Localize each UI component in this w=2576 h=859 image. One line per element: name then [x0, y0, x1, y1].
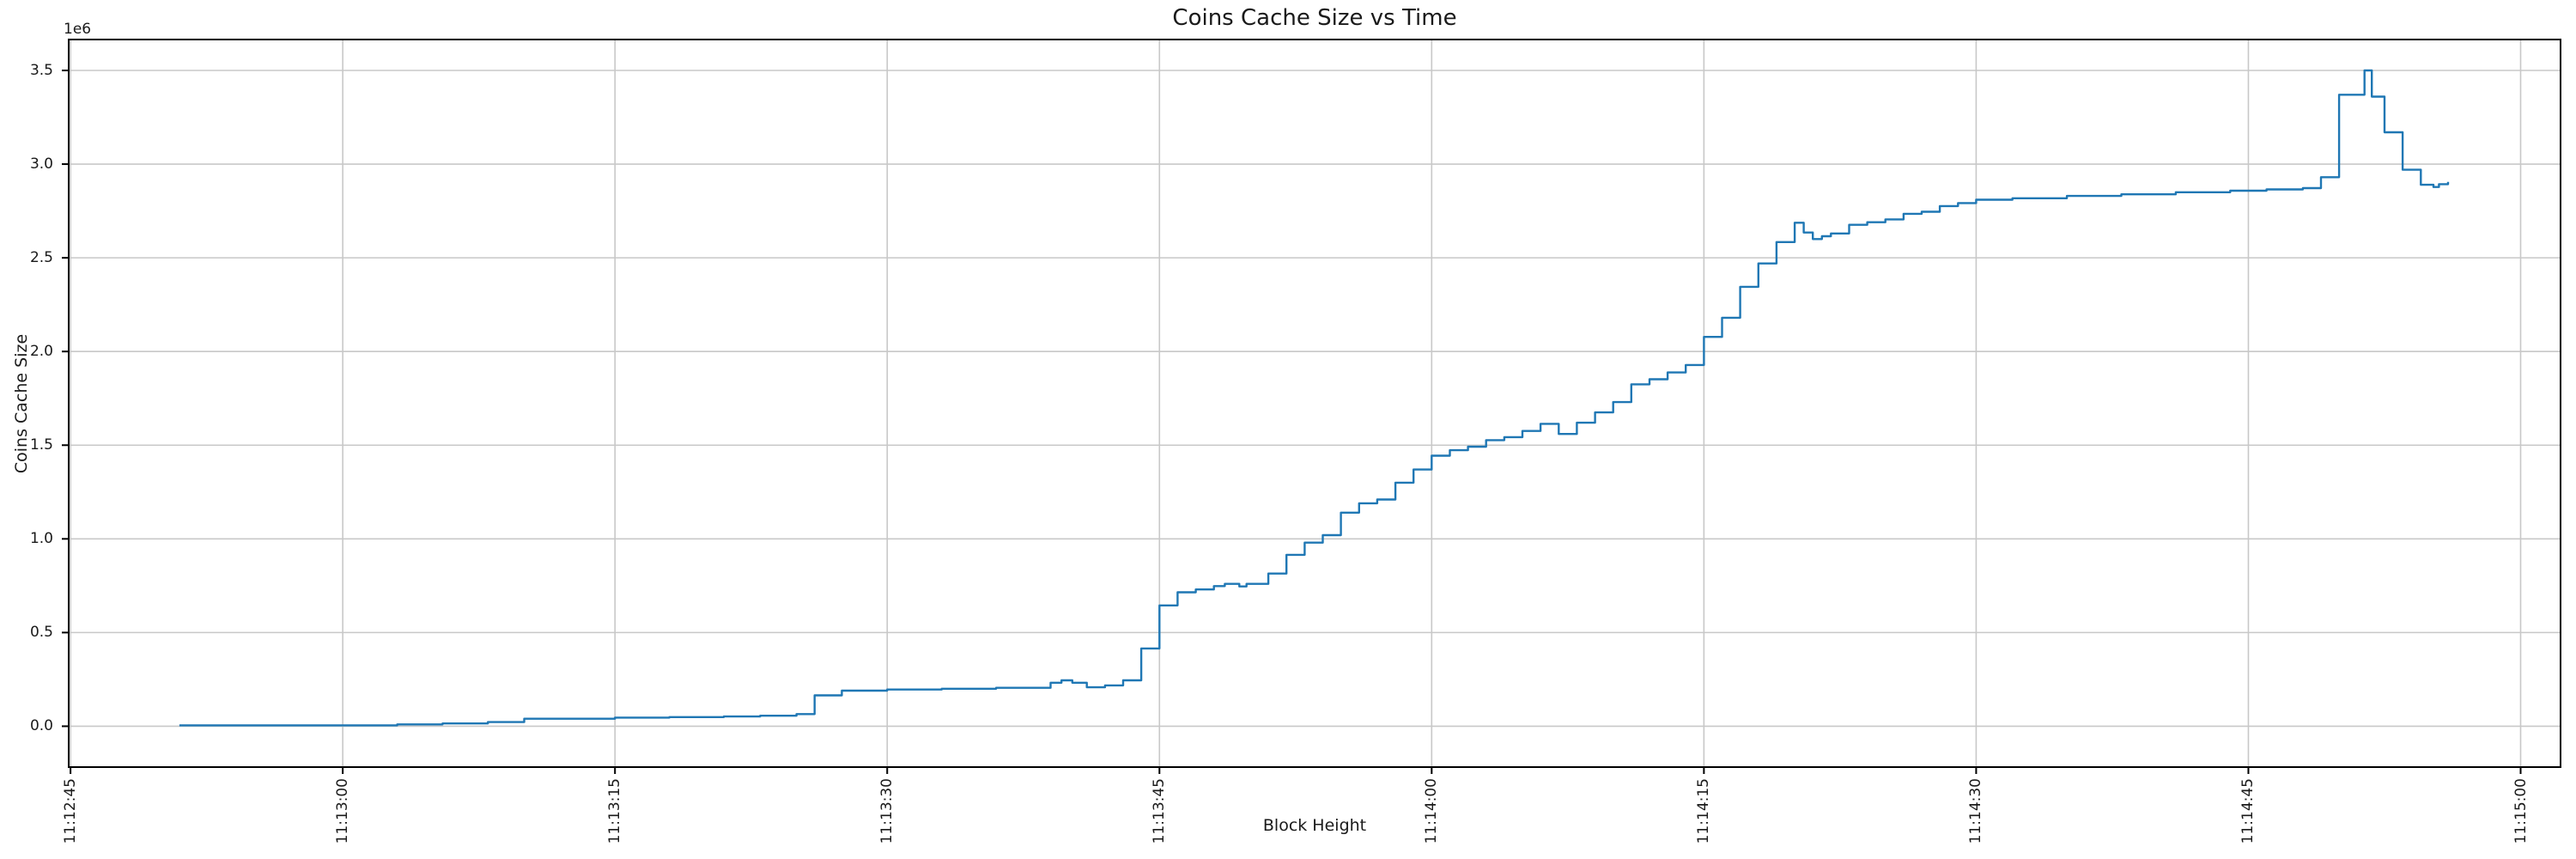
x-tick-label-5: 11:14:00: [1423, 778, 1441, 844]
x-tick-label-3: 11:13:30: [878, 778, 896, 844]
y-tick-label-1: 0.5: [29, 624, 53, 642]
y-tick-label-2: 1.0: [29, 530, 53, 548]
x-axis-label: Block Height: [1262, 816, 1367, 835]
y-tick-label-7: 3.5: [29, 61, 53, 79]
x-tick-label-6: 11:14:15: [1695, 778, 1713, 844]
axes-spines: [68, 39, 2561, 768]
x-tick-label-4: 11:13:45: [1151, 778, 1169, 844]
x-tick-label-7: 11:14:30: [1967, 778, 1985, 844]
tick-marks: [62, 69, 2522, 774]
x-tick-label-0: 11:12:45: [62, 778, 80, 844]
x-tick-label-9: 11:15:00: [2512, 778, 2530, 844]
x-tick-label-1: 11:13:00: [334, 778, 352, 844]
x-tick-label-2: 11:13:15: [606, 778, 624, 844]
x-tick-label-8: 11:14:45: [2239, 778, 2257, 844]
coins-cache-size-line: [179, 69, 2450, 727]
grid-lines: [69, 40, 2561, 767]
y-axis-scale-offset-label: 1e6: [64, 21, 92, 38]
y-tick-label-5: 2.5: [29, 249, 53, 267]
y-tick-label-4: 2.0: [29, 343, 53, 361]
y-tick-label-3: 1.5: [29, 436, 53, 454]
chart-title: Coins Cache Size vs Time: [1172, 5, 1457, 31]
y-tick-label-6: 3.0: [29, 155, 53, 174]
y-tick-label-0: 0.0: [29, 717, 53, 735]
